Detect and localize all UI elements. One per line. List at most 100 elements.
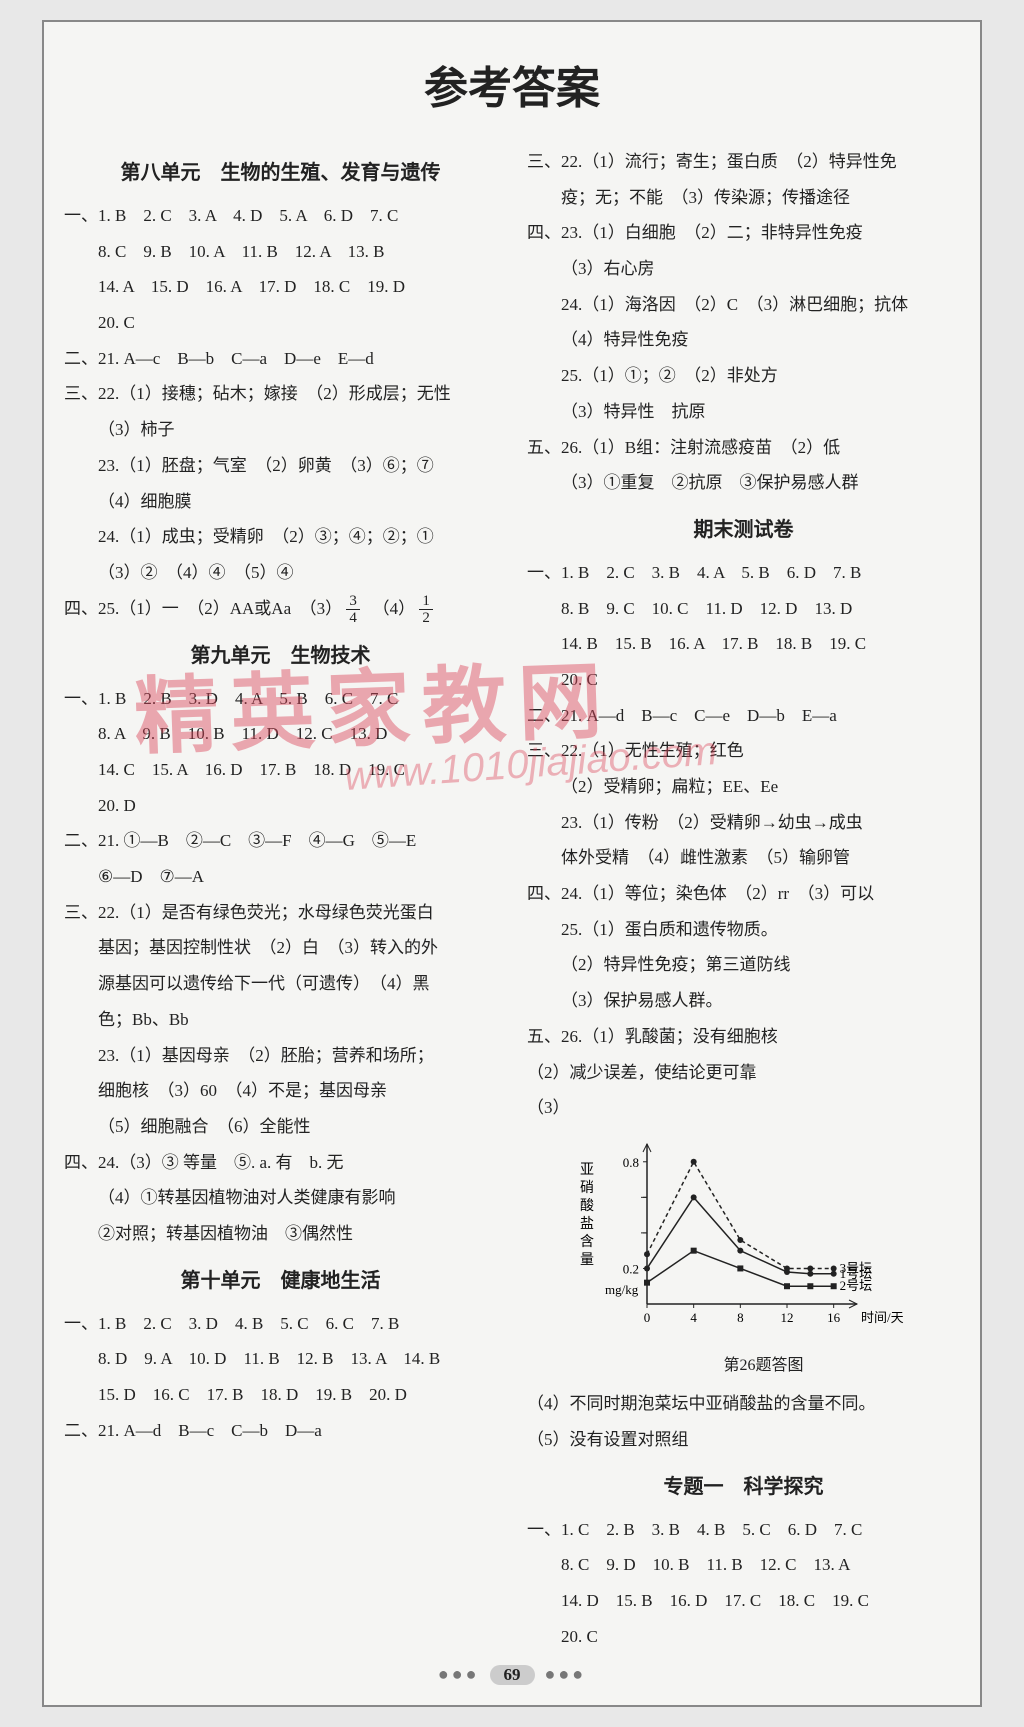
answer-line: 一、1. B 2. C 3. B 4. A 5. B 6. D 7. B	[527, 555, 960, 591]
svg-text:亚: 亚	[580, 1163, 594, 1178]
answer-chart: 0.20.80481216亚硝酸盐含量 mg/kg时间/天3号坛1号坛2号坛 第…	[567, 1134, 960, 1382]
answer-line: 8. A 9. B 10. B 11. D 12. C 13. D	[64, 716, 497, 752]
svg-text:4: 4	[690, 1310, 697, 1325]
answer-line: 23.（1）基因母亲 （2）胚胎；营养和场所；	[64, 1038, 497, 1074]
fraction-3-4: 34	[346, 593, 360, 627]
answer-line: 14. D 15. B 16. D 17. C 18. C 19. C	[527, 1583, 960, 1619]
final-header: 期末测试卷	[527, 509, 960, 551]
answer-line: （3）①重复 ②抗原 ③保护易感人群	[527, 465, 960, 501]
answer-line: 15. D 16. C 17. B 18. D 19. B 20. D	[64, 1377, 497, 1413]
answer-line: （2）特异性免疫；第三道防线	[527, 947, 960, 983]
answer-line: ②对照；转基因植物油 ③偶然性	[64, 1216, 497, 1252]
svg-text:0: 0	[644, 1310, 651, 1325]
answer-line: 三、22.（1）接穗；砧木；嫁接 （2）形成层；无性	[64, 376, 497, 412]
frac-mid: （4）	[364, 599, 415, 618]
unit9-header: 第九单元 生物技术	[64, 635, 497, 677]
answer-line: 8. D 9. A 10. D 11. B 12. B 13. A 14. B	[64, 1341, 497, 1377]
answer-line: 二、21. ①—B ②—C ③—F ④—G ⑤—E	[64, 823, 497, 859]
answer-line: 三、22.（1）无性生殖；红色	[527, 733, 960, 769]
answer-line: 24.（1）海洛因 （2）C （3）淋巴细胞；抗体	[527, 287, 960, 323]
answer-line: 8. C 9. B 10. A 11. B 12. A 13. B	[64, 234, 497, 270]
right-column: 三、22.（1）流行；寄生；蛋白质 （2）特异性免 疫；无；不能 （3）传染源；…	[527, 144, 960, 1654]
answer-line: （4）①转基因植物油对人类健康有影响	[64, 1180, 497, 1216]
answer-line: （5）细胞融合 （6）全能性	[64, 1109, 497, 1145]
answer-line: （3）保护易感人群。	[527, 983, 960, 1019]
answer-line: 体外受精 （4）雌性激素 （5）输卵管	[527, 840, 960, 876]
answer-line: 三、22.（1）是否有绿色荧光；水母绿色荧光蛋白	[64, 895, 497, 931]
answer-line: 25.（1）蛋白质和遗传物质。	[527, 912, 960, 948]
line-chart-svg: 0.20.80481216亚硝酸盐含量 mg/kg时间/天3号坛1号坛2号坛	[567, 1134, 927, 1334]
answer-line: 23.（1）传粉 （2）受精卵→幼虫→成虫	[527, 805, 960, 841]
page-footer: ●●● 69 ●●●	[64, 1664, 960, 1685]
chart-caption: 第26题答图	[567, 1349, 960, 1383]
answer-line: 8. B 9. C 10. C 11. D 12. D 13. D	[527, 591, 960, 627]
answer-line: 细胞核 （3）60 （4）不是；基因母亲	[64, 1073, 497, 1109]
frac-prefix: 四、25.（1）一 （2）AA或Aa （3）	[64, 599, 342, 618]
topic1-header: 专题一 科学探究	[527, 1466, 960, 1508]
answer-line: 五、26.（1）B组：注射流感疫苗 （2）低	[527, 430, 960, 466]
left-column: 第八单元 生物的生殖、发育与遗传 一、1. B 2. C 3. A 4. D 5…	[64, 144, 497, 1654]
svg-text:0.2: 0.2	[623, 1261, 639, 1276]
page-container: 精英家教网 www.1010jiajiao.com 参考答案 第八单元 生物的生…	[42, 20, 982, 1707]
answer-line: 一、1. C 2. B 3. B 4. B 5. C 6. D 7. C	[527, 1512, 960, 1548]
answer-line: 二、21. A—d B—c C—b D—a	[64, 1413, 497, 1449]
svg-text:2号坛: 2号坛	[840, 1278, 873, 1293]
answer-line: 14. C 15. A 16. D 17. B 18. D 19. C	[64, 752, 497, 788]
answer-line: 疫；无；不能 （3）传染源；传播途径	[527, 180, 960, 216]
answer-line: 五、26.（1）乳酸菌；没有细胞核	[527, 1019, 960, 1055]
two-column-layout: 第八单元 生物的生殖、发育与遗传 一、1. B 2. C 3. A 4. D 5…	[64, 144, 960, 1654]
answer-line: （3）特异性 抗原	[527, 394, 960, 430]
svg-text:时间/天: 时间/天	[861, 1310, 904, 1325]
unit10-header: 第十单元 健康地生活	[64, 1260, 497, 1302]
answer-line: 色；Bb、Bb	[64, 1002, 497, 1038]
svg-text:量: 量	[580, 1252, 594, 1268]
answer-line: 二、21. A—c B—b C—a D—e E—d	[64, 341, 497, 377]
answer-line: （3）柿子	[64, 412, 497, 448]
answer-line: 一、1. B 2. C 3. A 4. D 5. A 6. D 7. C	[64, 198, 497, 234]
answer-line: 14. B 15. B 16. A 17. B 18. B 19. C	[527, 626, 960, 662]
svg-text:8: 8	[737, 1310, 744, 1325]
answer-line: 23.（1）胚盘；气室 （2）卵黄 （3）⑥；⑦	[64, 448, 497, 484]
answer-line: 四、23.（1）白细胞 （2）二；非特异性免疫	[527, 215, 960, 251]
svg-text:16: 16	[827, 1310, 841, 1325]
answer-line: 24.（1）成虫；受精卵 （2）③；④；②；①	[64, 519, 497, 555]
svg-text:12: 12	[781, 1310, 794, 1325]
svg-text:酸: 酸	[580, 1198, 594, 1214]
answer-line: （4）细胞膜	[64, 484, 497, 520]
answer-line: 14. A 15. D 16. A 17. D 18. C 19. D	[64, 269, 497, 305]
answer-line: 一、1. B 2. B 3. D 4. A 5. B 6. C 7. C	[64, 681, 497, 717]
answer-line: 一、1. B 2. C 3. D 4. B 5. C 6. C 7. B	[64, 1306, 497, 1342]
answer-line: （3）② （4）④ （5）④	[64, 555, 497, 591]
footer-dots-left: ●●●	[438, 1664, 480, 1685]
answer-line: （4）不同时期泡菜坛中亚硝酸盐的含量不同。	[527, 1386, 960, 1422]
answer-line: 20. C	[64, 305, 497, 341]
answer-line-fractions: 四、25.（1）一 （2）AA或Aa （3） 34 （4） 12	[64, 591, 497, 627]
unit8-header: 第八单元 生物的生殖、发育与遗传	[64, 152, 497, 194]
answer-line: 三、22.（1）流行；寄生；蛋白质 （2）特异性免	[527, 144, 960, 180]
answer-line: （2）受精卵；扁粒；EE、Ee	[527, 769, 960, 805]
svg-text:盐: 盐	[580, 1216, 594, 1232]
answer-line: 源基因可以遗传给下一代（可遗传） （4）黑	[64, 966, 497, 1002]
svg-text:mg/kg: mg/kg	[605, 1282, 639, 1297]
page-title: 参考答案	[64, 52, 960, 116]
answer-line: ⑥—D ⑦—A	[64, 859, 497, 895]
answer-line: 基因；基因控制性状 （2）白 （3）转入的外	[64, 930, 497, 966]
answer-line: （5）没有设置对照组	[527, 1422, 960, 1458]
answer-line: 20. C	[527, 1619, 960, 1655]
answer-line: 8. C 9. D 10. B 11. B 12. C 13. A	[527, 1547, 960, 1583]
page-number: 69	[490, 1665, 535, 1685]
answer-line: （3）右心房	[527, 251, 960, 287]
svg-text:含: 含	[580, 1234, 594, 1250]
answer-line: 四、24.（3）③ 等量 ⑤. a. 有 b. 无	[64, 1145, 497, 1181]
answer-line: 25.（1）①；② （2）非处方	[527, 358, 960, 394]
answer-line: 二、21. A—d B—c C—e D—b E—a	[527, 698, 960, 734]
svg-text:硝: 硝	[580, 1180, 594, 1196]
answer-line: 20. D	[64, 788, 497, 824]
answer-line: （3）	[527, 1090, 960, 1126]
answer-line: 20. C	[527, 662, 960, 698]
svg-text:0.8: 0.8	[623, 1155, 639, 1170]
answer-line: （4）特异性免疫	[527, 322, 960, 358]
fraction-1-2: 12	[419, 593, 433, 627]
footer-dots-right: ●●●	[545, 1664, 587, 1685]
answer-line: 四、24.（1）等位；染色体 （2）rr （3）可以	[527, 876, 960, 912]
